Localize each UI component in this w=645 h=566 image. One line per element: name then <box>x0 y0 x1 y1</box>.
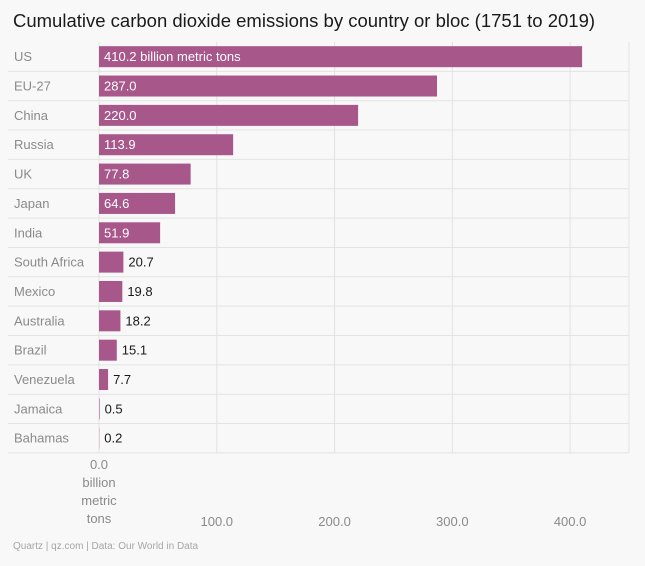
value-label: 0.5 <box>105 401 123 416</box>
category-label: Jamaica <box>14 401 63 416</box>
bar-uk <box>99 163 191 185</box>
category-label: UK <box>14 167 32 182</box>
value-label: 19.8 <box>127 284 152 299</box>
category-label: Australia <box>14 313 65 328</box>
bar-venezuela <box>99 369 109 391</box>
x-axis: 0.0 billion metric tons 100.0 200.0 300.0 400.0 <box>81 457 586 529</box>
category-label: South Africa <box>14 255 85 270</box>
category-label: Brazil <box>14 343 47 358</box>
category-label: US <box>14 49 32 64</box>
value-label: 64.6 <box>104 196 129 211</box>
bar-australia <box>99 310 121 332</box>
source-footer: Quartz | qz.com | Data: Our World in Dat… <box>13 541 199 552</box>
value-label: 7.7 <box>113 372 131 387</box>
x-tick-label: 300.0 <box>436 514 469 529</box>
bar-south-africa <box>99 251 124 273</box>
bar-china <box>99 104 359 126</box>
category-label: China <box>14 108 49 123</box>
x-tick-label: 100.0 <box>201 514 234 529</box>
x-tick-label: 0.0 billion metric tons <box>81 457 117 526</box>
category-label: Mexico <box>14 284 55 299</box>
grid-layer <box>8 42 630 454</box>
value-label: 220.0 <box>104 108 137 123</box>
chart-title: Cumulative carbon dioxide emissions by c… <box>13 10 596 31</box>
bar-us <box>99 46 583 68</box>
bar-jamaica <box>99 398 100 420</box>
bar-brazil <box>99 339 117 361</box>
value-label: 113.9 <box>104 137 136 152</box>
bar-japan <box>99 192 176 214</box>
value-label: 0.2 <box>104 431 122 446</box>
category-label: EU-27 <box>14 79 51 94</box>
value-label: 77.8 <box>104 167 129 182</box>
bar-eu-27 <box>99 75 438 97</box>
x-tick-label: 400.0 <box>554 514 587 529</box>
category-label: India <box>14 225 43 240</box>
category-label: Japan <box>14 196 49 211</box>
value-label: 20.7 <box>128 255 153 270</box>
category-label: Bahamas <box>14 431 69 446</box>
bar-mexico <box>99 280 123 302</box>
label-layer: US 410.2 billion metric tons EU-27 287.0 Chi… <box>14 49 241 446</box>
value-label: 15.1 <box>122 343 147 358</box>
category-label: Russia <box>14 137 55 152</box>
category-label: Venezuela <box>14 372 75 387</box>
bar-russia <box>99 134 234 156</box>
bar-layer <box>99 46 583 449</box>
bar-india <box>99 222 161 244</box>
value-label: 287.0 <box>104 79 137 94</box>
value-label: 51.9 <box>104 225 129 240</box>
x-tick-label: 200.0 <box>318 514 351 529</box>
value-label: 18.2 <box>125 313 150 328</box>
value-label: 410.2 billion metric tons <box>104 49 241 64</box>
